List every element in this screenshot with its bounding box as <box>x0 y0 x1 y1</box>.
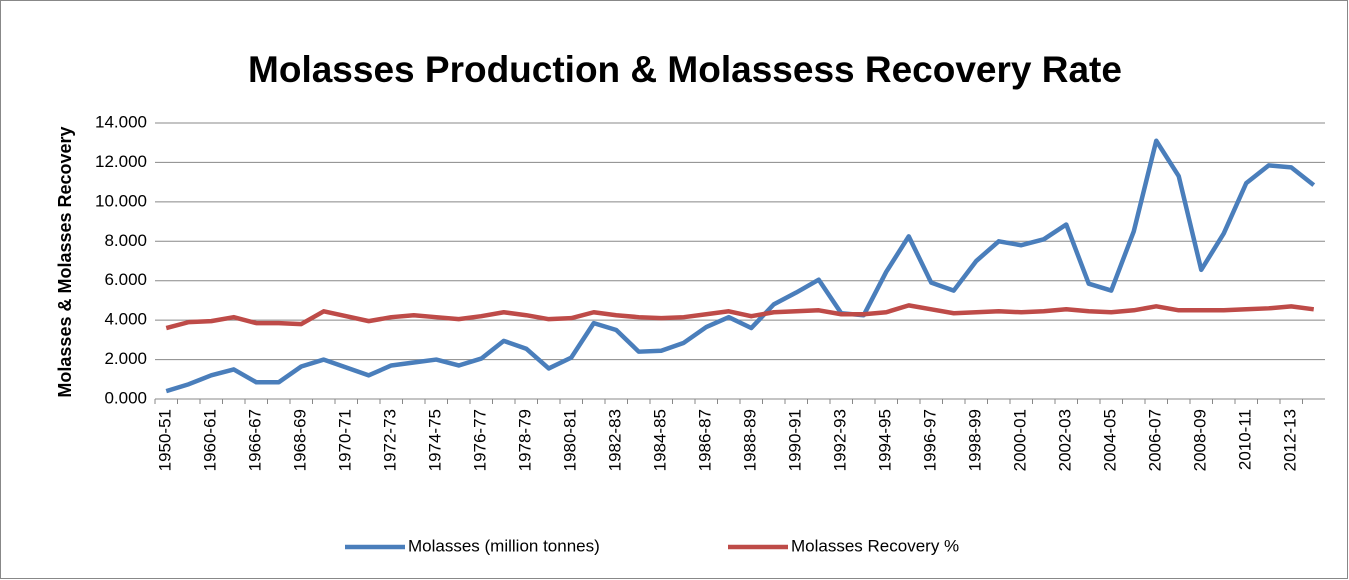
x-tick-label: 1982-83 <box>606 409 625 471</box>
chart-title: Molasses Production & Molassess Recovery… <box>248 49 1122 90</box>
legend-label: Molasses Recovery % <box>791 536 959 555</box>
x-tick-label: 2000-01 <box>1011 409 1030 471</box>
x-tick-label: 2002-03 <box>1056 409 1075 471</box>
x-tick-label: 2008-09 <box>1191 409 1210 471</box>
x-tick-label: 1950-51 <box>156 409 175 471</box>
x-tick-label: 2006-07 <box>1146 409 1165 471</box>
x-tick-label: 1968-69 <box>291 409 310 471</box>
x-tick-label: 1986-87 <box>696 409 715 471</box>
x-tick-label: 1994-95 <box>876 409 895 471</box>
y-axis-title: Molasses & Molasses Recovery <box>55 126 75 397</box>
x-tick-label: 1980-81 <box>561 409 580 471</box>
legend-label: Molasses (million tonnes) <box>408 536 600 555</box>
data-line <box>165 138 1316 394</box>
y-tick-label: 2.000 <box>104 349 147 368</box>
x-tick-label: 2010-11 <box>1236 409 1255 470</box>
x-tick-label: 1972-73 <box>381 409 400 471</box>
data-line <box>165 303 1315 331</box>
x-tick-label: 1978-79 <box>516 409 535 471</box>
y-tick-label: 12.000 <box>95 152 147 171</box>
x-tick-label: 1974-75 <box>426 409 445 471</box>
x-tick-label: 1970-71 <box>336 409 355 471</box>
y-tick-label: 6.000 <box>104 270 147 289</box>
x-tick-label: 1976-77 <box>471 409 490 471</box>
x-tick-label: 1998-99 <box>966 409 985 471</box>
x-tick-label: 1990-91 <box>786 409 805 471</box>
x-tick-label: 1960-61 <box>201 409 220 471</box>
y-tick-label: 8.000 <box>104 231 147 250</box>
y-tick-label: 4.000 <box>104 310 147 329</box>
x-tick-label: 2004-05 <box>1101 409 1120 471</box>
y-tick-label: 10.000 <box>95 191 147 210</box>
x-tick-label: 1988-89 <box>741 409 760 471</box>
y-tick-label: 14.000 <box>95 112 147 131</box>
x-tick-label: 1984-85 <box>651 409 670 471</box>
y-tick-label: 0.000 <box>104 388 147 407</box>
x-tick-label: 2012-13 <box>1281 409 1300 471</box>
x-tick-label: 1996-97 <box>921 409 940 471</box>
x-tick-label: 1966-67 <box>246 409 265 471</box>
x-tick-label: 1992-93 <box>831 409 850 471</box>
